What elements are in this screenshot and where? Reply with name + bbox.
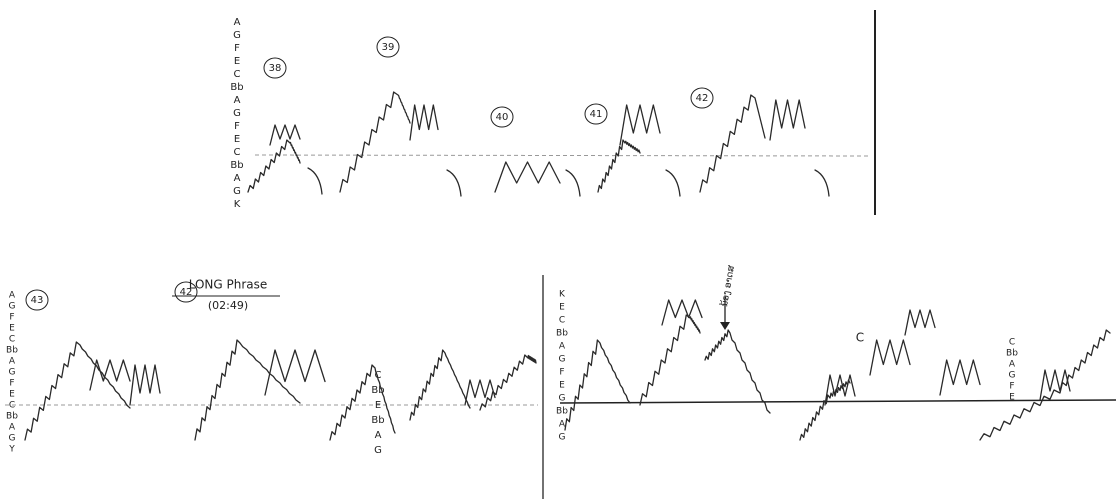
scale-label: F [9, 379, 14, 389]
scale-label: E [234, 134, 240, 145]
time: (02:49) [208, 299, 248, 312]
marker: 42 [696, 93, 709, 104]
scale-label: C [9, 335, 15, 345]
scale-label: F [9, 313, 14, 323]
melody-contour [565, 340, 630, 430]
scale-label: G [374, 445, 382, 456]
scale-label: K [234, 199, 241, 210]
melody-contour [770, 100, 805, 140]
scale-label: F [1009, 382, 1014, 392]
melody-contour [800, 380, 850, 440]
scale-label: G [233, 186, 241, 197]
scale-label: G [233, 108, 241, 119]
scale-label: C [1009, 338, 1015, 348]
scale-label: Bb [1006, 349, 1018, 359]
reference-line [560, 400, 1116, 403]
heading: LONG Phrase [189, 278, 268, 292]
melody-contour [940, 360, 980, 395]
scale-label: G [9, 302, 16, 312]
melody-contour [640, 315, 700, 405]
melody-contour [25, 342, 130, 440]
melody-contour [130, 365, 160, 405]
melody-contour [598, 140, 640, 192]
melody-contour [447, 170, 461, 196]
scale-label: A [559, 342, 566, 352]
scale-label: G [9, 368, 16, 378]
melody-contour [662, 300, 702, 325]
scale-label: K [559, 290, 566, 300]
scale-label: G [233, 30, 241, 41]
scale-label: A [9, 423, 16, 433]
scale-label: G [559, 355, 566, 365]
scale-label: Bb [556, 329, 568, 339]
scale-label: A [1009, 360, 1016, 370]
reference-line [255, 155, 870, 156]
melody-contour [410, 350, 470, 420]
scale-label: C [559, 316, 565, 326]
scale-label: C [9, 401, 15, 411]
scale-label: A [234, 95, 241, 106]
scale-label: A [9, 357, 16, 367]
scale-label: G [9, 434, 16, 444]
scale-label: C [234, 147, 241, 158]
scale-label: E [9, 324, 15, 334]
scale-label: Bb [230, 82, 243, 93]
scale-label: F [234, 43, 240, 54]
scale-label: Bb [371, 415, 384, 426]
melody-contour [495, 162, 560, 192]
melody-contour [870, 340, 910, 375]
melody-contour [566, 170, 580, 196]
scale-label: E [9, 390, 15, 400]
arrow-head [720, 322, 730, 330]
scale-label: E [375, 400, 381, 411]
scale-label: F [559, 368, 564, 378]
melody-contour [620, 105, 660, 145]
annotation: ນ້ອງ ອາດສ [719, 264, 737, 308]
marker: 41 [590, 109, 603, 120]
note: C [856, 331, 864, 345]
scale-label: G [559, 394, 566, 404]
marker: 43 [31, 295, 44, 306]
scale-label: G [559, 433, 566, 443]
scale-label: A [375, 430, 382, 441]
scale-label: G [1009, 371, 1016, 381]
marker: 39 [382, 42, 395, 53]
scale-label: Bb [6, 346, 18, 356]
melody-contour [815, 170, 829, 196]
melody-contour [905, 310, 935, 335]
scale-label: Bb [230, 160, 243, 171]
melody-contour [410, 105, 438, 140]
scale-label: E [559, 303, 565, 313]
melody-contour [700, 95, 765, 192]
scale-label: C [234, 69, 241, 80]
scale-label: E [559, 381, 565, 391]
scale-label: E [1009, 393, 1015, 403]
scale-label: A [234, 17, 241, 28]
melody-contour [330, 365, 395, 440]
marker: 40 [496, 112, 509, 123]
scale-label: Bb [556, 407, 568, 417]
scale-label: A [234, 173, 241, 184]
scale-label: Bb [6, 412, 18, 422]
melody-contour [248, 140, 300, 192]
melody-contour [265, 350, 325, 395]
melody-contour [340, 92, 410, 192]
score-sheet: AGFECBbAGFECBbAGKAGFECBbAGFECBbAGYKECBbA… [0, 0, 1116, 499]
scale-label: F [234, 121, 240, 132]
melody-contour [195, 340, 300, 440]
melody-contour [308, 168, 322, 194]
melody-contour [666, 170, 680, 196]
scale-label: E [234, 56, 240, 67]
melody-contour [480, 355, 536, 410]
marker: 38 [269, 63, 282, 74]
melody-contour [90, 360, 130, 390]
melody-contour [270, 125, 300, 145]
scale-label: Y [8, 445, 15, 455]
melody-contour [705, 330, 770, 413]
scale-label: A [9, 291, 16, 301]
melody-contour [980, 330, 1110, 440]
